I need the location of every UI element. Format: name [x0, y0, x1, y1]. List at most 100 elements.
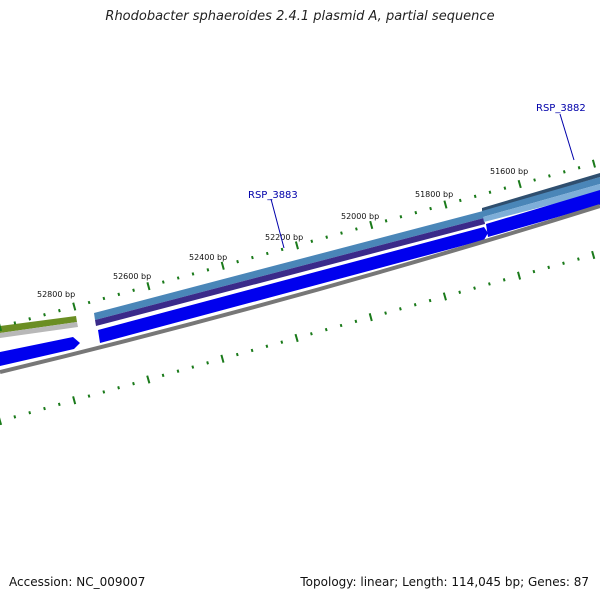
- scale-label-52600: 52600 bp: [113, 272, 151, 281]
- scale-upper-tick: [236, 259, 239, 264]
- gene-band-rsp-3883[interactable]: [94, 211, 484, 320]
- scale-upper-tick: [325, 235, 329, 239]
- scale-ticks-upper: [0, 159, 596, 332]
- scale-lower-tick: [294, 333, 299, 343]
- scale-upper-tick: [265, 251, 269, 256]
- scale-lower-tick: [87, 394, 91, 398]
- scale-upper-tick: [102, 296, 106, 301]
- scale-label-52800: 52800 bp: [37, 290, 75, 299]
- scale-upper-tick: [562, 170, 566, 174]
- scale-lower-tick: [354, 319, 358, 324]
- scale-lower-tick: [532, 269, 536, 274]
- scale-lower-tick: [161, 373, 165, 378]
- scale-lower-tick: [206, 361, 209, 365]
- scale-lower-tick: [72, 396, 77, 405]
- scale-upper-tick: [43, 313, 46, 317]
- scale-label-52200: 52200 bp: [265, 233, 303, 242]
- scale-lower-tick: [413, 303, 417, 307]
- scale-lower-tick: [102, 390, 106, 394]
- scale-lower-tick: [265, 344, 269, 348]
- scale-lower-tick: [442, 292, 447, 301]
- scale-upper-tick: [191, 272, 195, 276]
- footer-accession: Accession: NC_009007: [9, 575, 146, 589]
- scale-lower-tick: [235, 352, 239, 357]
- sequence-backbone: [0, 204, 600, 374]
- gene-band-rsp-3882[interactable]: [482, 177, 600, 217]
- scale-lower-tick: [339, 323, 343, 328]
- scale-lower-tick: [117, 386, 120, 390]
- scale-upper-tick: [548, 174, 551, 178]
- gene-label-rsp-3883[interactable]: RSP_3883: [248, 190, 298, 201]
- scale-upper-tick: [251, 255, 254, 260]
- scale-lower-tick: [324, 327, 328, 332]
- scale-upper-tick: [503, 186, 507, 190]
- scale-upper-tick: [87, 300, 91, 305]
- footer-summary: Topology: linear; Length: 114,045 bp; Ge…: [300, 575, 589, 589]
- scale-upper-tick: [0, 323, 3, 332]
- scale-lower-tick: [562, 261, 565, 265]
- scale-upper-tick: [176, 276, 180, 280]
- scale-upper-tick: [355, 227, 358, 231]
- scale-upper-tick: [13, 321, 17, 325]
- scale-lower-tick: [28, 411, 32, 415]
- scale-lower-tick: [146, 375, 151, 384]
- scale-upper-tick: [72, 302, 77, 311]
- scale-lower-tick: [250, 348, 254, 353]
- scale-upper-tick: [206, 268, 210, 272]
- scale-lower-tick: [488, 282, 491, 286]
- scale-lower-tick: [591, 250, 596, 260]
- scale-upper-tick: [132, 288, 135, 292]
- scale-lower-tick: [428, 298, 432, 303]
- feature-olive-left-shadow: [0, 322, 78, 338]
- scale-label-52000: 52000 bp: [341, 212, 379, 221]
- scale-upper-tick: [473, 194, 477, 199]
- scale-label-52400: 52400 bp: [189, 253, 227, 262]
- scale-upper-tick: [369, 220, 374, 230]
- cds-arrow-right[interactable]: [486, 190, 600, 237]
- scale-upper-tick: [399, 215, 403, 219]
- leader-line-rsp-3883: [270, 198, 285, 249]
- scale-upper-tick: [220, 261, 225, 270]
- scale-lower-tick: [384, 311, 387, 315]
- scale-label-51600: 51600 bp: [490, 167, 528, 176]
- scale-lower-tick: [280, 340, 284, 344]
- scale-upper-tick: [384, 219, 388, 223]
- scale-lower-tick: [310, 332, 313, 336]
- scale-upper-tick: [58, 308, 61, 313]
- scale-lower-tick: [0, 417, 3, 426]
- gene-band-rsp-3883-dark[interactable]: [95, 218, 485, 326]
- scale-upper-tick: [458, 198, 462, 203]
- scale-upper-tick: [340, 231, 343, 235]
- scale-upper-tick: [443, 200, 448, 209]
- scale-lower-tick: [132, 381, 135, 386]
- scale-upper-tick: [517, 179, 522, 189]
- map-title: Rhodobacter sphaeroides 2.4.1 plasmid A,…: [105, 9, 495, 24]
- scale-upper-tick: [161, 280, 165, 284]
- scale-ticks-lower: [0, 250, 596, 426]
- scale-lower-tick: [577, 257, 580, 261]
- scale-lower-tick: [57, 402, 61, 407]
- scale-lower-tick: [43, 406, 46, 411]
- scale-lower-tick: [547, 265, 551, 270]
- scale-lower-tick: [502, 278, 506, 282]
- scale-lower-tick: [473, 286, 476, 290]
- scale-lower-tick: [220, 354, 225, 363]
- scale-lower-tick: [13, 415, 17, 419]
- cds-arrow-left[interactable]: [0, 337, 80, 366]
- scale-lower-tick: [368, 313, 373, 322]
- scale-upper-tick: [294, 241, 299, 250]
- scale-upper-tick: [414, 210, 418, 215]
- scale-upper-tick: [146, 282, 151, 291]
- scale-lower-tick: [176, 369, 180, 373]
- scale-upper-tick: [488, 190, 492, 194]
- feature-olive-left[interactable]: [0, 316, 77, 333]
- gene-label-rsp-3882[interactable]: RSP_3882: [536, 103, 586, 114]
- scale-upper-tick: [280, 247, 284, 252]
- gene-band-rsp-3882-dark: [482, 173, 600, 211]
- gene-band-rsp-3882-light[interactable]: [483, 184, 600, 222]
- scale-label-51800: 51800 bp: [415, 190, 453, 199]
- scale-lower-tick: [399, 307, 402, 311]
- cds-arrow-middle[interactable]: [98, 227, 488, 343]
- scale-upper-tick: [28, 317, 32, 321]
